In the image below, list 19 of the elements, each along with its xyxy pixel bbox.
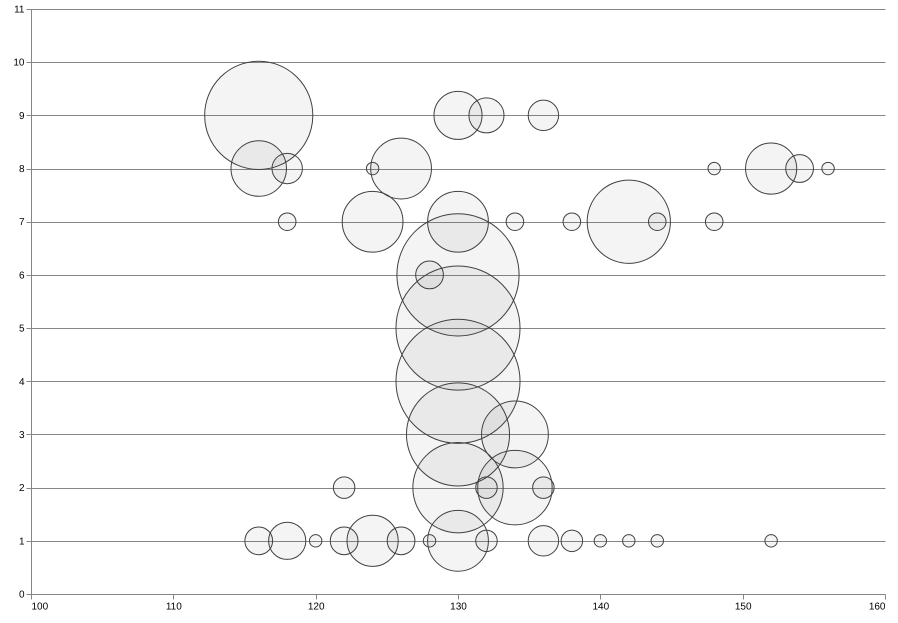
x-tick-label: 110 — [166, 602, 182, 612]
x-tick-label: 150 — [734, 602, 752, 612]
y-tick-label: 3 — [18, 430, 25, 441]
y-tick-label: 10 — [13, 58, 25, 69]
x-tick-label: 100 — [32, 602, 49, 612]
y-tick-label: 0 — [18, 590, 25, 600]
x-tick-label: 120 — [308, 602, 325, 612]
y-tick-label: 6 — [18, 270, 25, 282]
y-tick-label: 2 — [18, 483, 25, 494]
y-tick-label: 9 — [18, 110, 25, 122]
y-tick-label: 8 — [18, 164, 25, 176]
x-tick-label: 130 — [450, 602, 468, 612]
y-tick-label: 7 — [18, 217, 25, 228]
y-tick-label: 5 — [18, 324, 25, 335]
y-tick-label: 11 — [14, 4, 25, 16]
y-tick-label: 1 — [18, 536, 25, 548]
x-tick-label: 140 — [592, 602, 610, 612]
y-tick-label: 4 — [18, 376, 25, 388]
x-tick-label: 160 — [868, 602, 886, 612]
